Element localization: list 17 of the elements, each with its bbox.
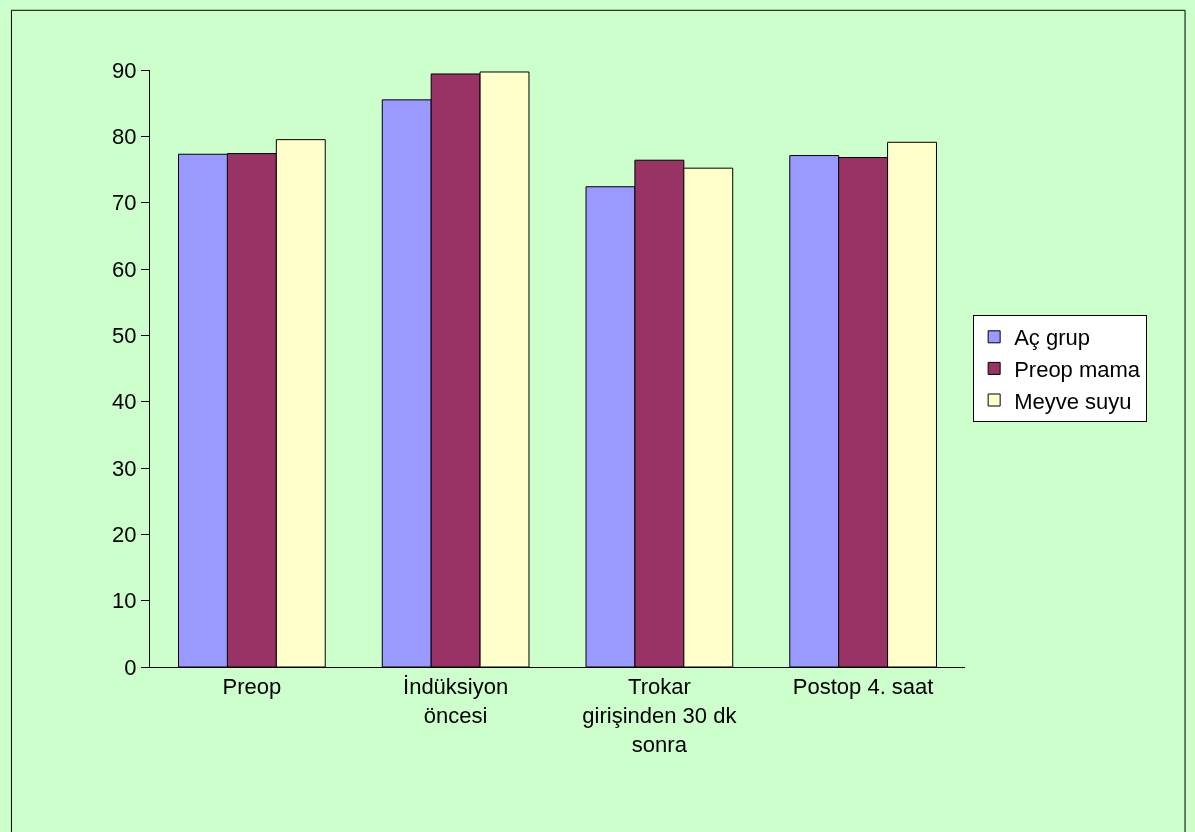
y-tick-label: 60 <box>112 256 137 282</box>
x-tick-label: Postop 4. saat <box>792 674 934 700</box>
y-tick-label: 10 <box>112 588 137 614</box>
y-tick-label: 90 <box>112 57 137 83</box>
legend-label: Preop mama <box>1014 356 1141 382</box>
y-tick-label: 40 <box>112 389 137 415</box>
y-tick-label: 80 <box>112 124 137 150</box>
x-tick-label: Trokar girişinden 30 dk sonra <box>582 674 738 757</box>
y-tick-label: 50 <box>112 323 137 349</box>
legend-label: Aç grup <box>1014 325 1090 351</box>
y-tick-label: 20 <box>112 522 137 548</box>
y-tick-label: 0 <box>124 654 137 680</box>
x-tick-label: İndüksiyon öncesi <box>403 674 509 728</box>
y-tick-label: 30 <box>112 455 137 481</box>
x-tick-label: Preop <box>222 674 282 700</box>
y-tick-label: 70 <box>112 190 137 216</box>
legend-label: Meyve suyu <box>1014 388 1132 414</box>
